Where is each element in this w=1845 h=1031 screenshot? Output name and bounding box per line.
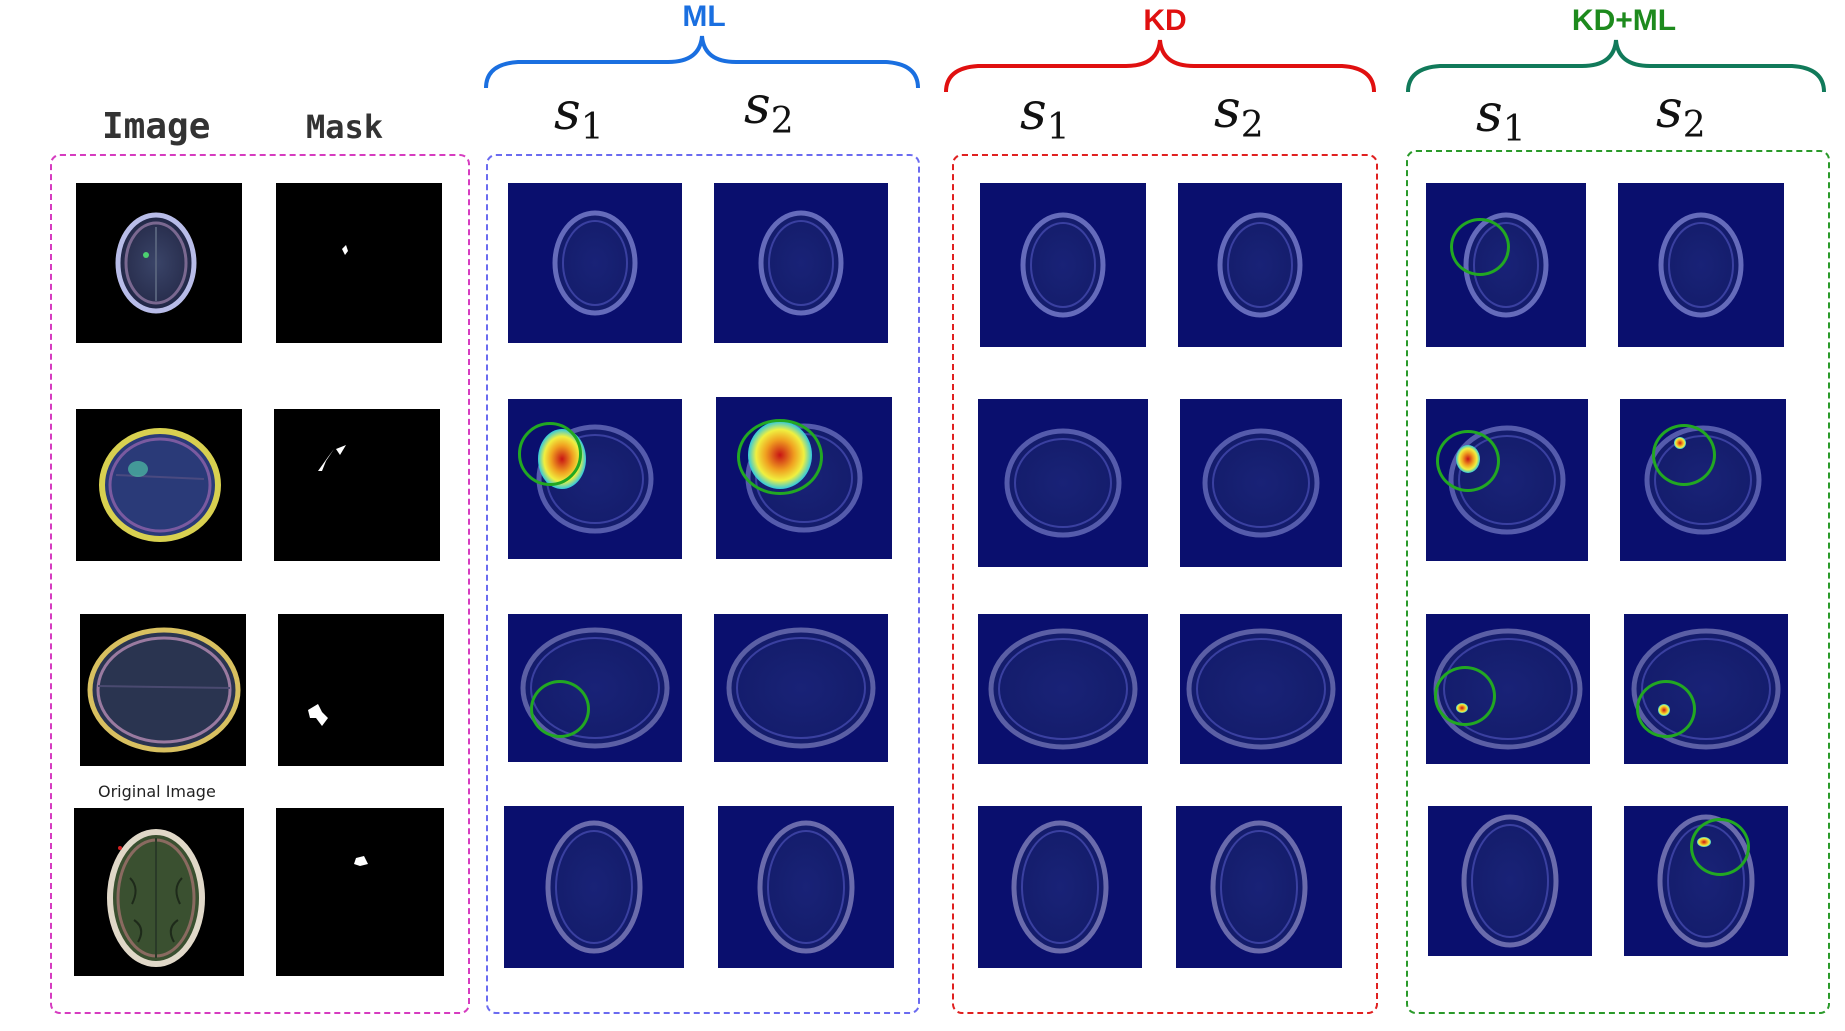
brace-kd [944, 39, 1376, 93]
input-image-row3 [80, 614, 246, 766]
heatmap-ml-s1-row3 [508, 614, 682, 762]
kdml-group-box [1406, 150, 1830, 1014]
heatmap-kd-s2-row1 [1178, 183, 1342, 347]
column-header-ml-s2: s2 [744, 76, 794, 142]
heatmap-kdml-s1-row1 [1426, 183, 1586, 347]
group-title-kd: KD [1143, 4, 1187, 37]
heatmap-kd-s1-row3 [978, 614, 1148, 764]
heatmap-ml-s1-row1 [508, 183, 682, 343]
column-header-kd-s1: s1 [1020, 82, 1070, 148]
heatmap-kdml-s2-row1 [1618, 183, 1784, 347]
group-title-ml: ML [682, 0, 726, 33]
original-image-caption: Original Image [98, 782, 216, 801]
heatmap-kdml-s2-row2 [1620, 399, 1786, 561]
mask-row2 [274, 409, 440, 561]
highlight-circle-kdml-s2-row4 [1690, 818, 1750, 876]
column-header-kdml-s1: s1 [1476, 84, 1526, 150]
column-header-mask: Mask [306, 108, 384, 146]
heatmap-kd-s2-row2 [1180, 399, 1342, 567]
heatmap-ml-s2-row3 [714, 614, 888, 762]
highlight-circle-kdml-s1-row3 [1434, 666, 1496, 726]
highlight-circle-ml-s1-row3 [530, 680, 590, 738]
highlight-circle-kdml-s2-row2 [1652, 424, 1716, 486]
highlight-circle-ml-s1-row2 [518, 422, 582, 486]
heatmap-kd-s2-row3 [1180, 614, 1342, 764]
ml-group-box [486, 154, 920, 1014]
brace-kdml [1406, 39, 1826, 93]
column-header-kdml-s2: s2 [1656, 80, 1706, 146]
heatmap-ml-s1-row4 [504, 806, 684, 968]
heatmap-kd-s1-row1 [980, 183, 1146, 347]
heatmap-kd-s1-row4 [978, 806, 1142, 968]
mask-row1 [276, 183, 442, 343]
heatmap-ml-s2-row4 [718, 806, 894, 968]
heatmap-kd-s1-row2 [978, 399, 1148, 567]
mask-row3 [278, 614, 444, 766]
input-image-row4 [74, 808, 244, 976]
brace-ml [484, 35, 920, 89]
highlight-circle-kdml-s2-row3 [1636, 680, 1696, 738]
heatmap-kdml-s1-row4 [1428, 806, 1592, 956]
group-title-kdml: KD+ML [1571, 4, 1677, 37]
heatmap-ml-s2-row1 [714, 183, 888, 343]
highlight-circle-kdml-s1-row1 [1450, 218, 1510, 276]
heatmap-kd-s2-row4 [1176, 806, 1342, 968]
kd-group-box [952, 154, 1378, 1014]
input-group-box [50, 154, 470, 1014]
highlight-circle-kdml-s1-row2 [1436, 430, 1500, 492]
input-image-row1 [76, 183, 242, 343]
column-header-image: Image [102, 106, 211, 147]
input-image-row2 [76, 409, 242, 561]
highlight-circle-ml-s2-row2 [737, 419, 823, 495]
column-header-kd-s2: s2 [1214, 80, 1264, 146]
mask-row4 [276, 808, 444, 976]
column-header-ml-s1: s1 [554, 82, 604, 148]
